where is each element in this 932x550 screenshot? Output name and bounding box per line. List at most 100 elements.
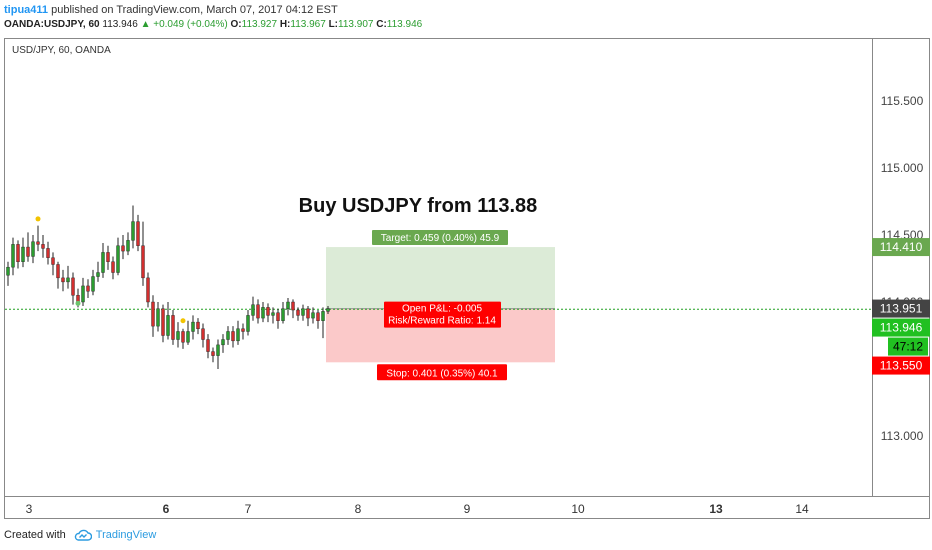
candle (186, 331, 190, 343)
price-badge (872, 356, 930, 375)
candle (96, 272, 100, 277)
candle (316, 312, 320, 321)
candle (111, 261, 115, 273)
cloud-icon (74, 529, 92, 541)
candle (121, 245, 125, 252)
candle (296, 309, 300, 316)
x-tick-label: 13 (709, 502, 723, 516)
signal-dot (35, 216, 41, 222)
high-value: 113.967 (290, 19, 326, 30)
price-change: ▲ +0.049 (+0.04%) (140, 19, 228, 30)
publish-line: tipua411 published on TradingView.com, M… (4, 4, 338, 16)
candle (106, 252, 110, 262)
candle (11, 244, 15, 268)
open-label: O: (230, 19, 242, 30)
candle (271, 312, 275, 316)
candle (286, 301, 290, 309)
candle (221, 339, 225, 346)
chart-pane[interactable] (4, 38, 872, 497)
candle (306, 308, 310, 319)
price-badge (872, 318, 930, 337)
x-tick-label: 6 (163, 502, 170, 516)
candle (311, 312, 315, 319)
y-tick-label: 115.000 (881, 161, 924, 175)
pnl-label: Open P&L: -0.005 (402, 304, 482, 315)
close-value: 113.946 (386, 19, 423, 30)
candle (216, 344, 220, 356)
candle (246, 315, 250, 332)
candle (26, 246, 30, 257)
candle (181, 331, 185, 343)
price-axis[interactable] (872, 38, 930, 497)
symbol-line: OANDA:USDJPY, 60 113.946 ▲ +0.049 (+0.04… (4, 19, 422, 30)
candle (156, 308, 160, 327)
price-badge-label: 47:12 (893, 340, 923, 354)
candle (16, 244, 20, 263)
x-tick-label: 9 (464, 502, 471, 516)
tradingview-brand: TradingView (95, 529, 157, 541)
low-value: 113.907 (338, 19, 374, 30)
candle (301, 308, 305, 316)
candle (291, 301, 295, 311)
x-tick-label: 7 (245, 502, 252, 516)
candle (36, 241, 40, 245)
chart-canvas: 115.500115.000114.500114.000113.00036789… (5, 94, 930, 516)
candle (206, 339, 210, 352)
candle (46, 248, 50, 258)
candle (81, 285, 85, 303)
candle (66, 277, 70, 283)
candle (261, 307, 265, 319)
candle (91, 276, 95, 292)
rr-label: Risk/Reward Ratio: 1.14 (388, 316, 496, 327)
stop-label: Stop: 0.401 (0.35%) 40.1 (386, 368, 498, 379)
candle (196, 321, 200, 330)
candle (321, 311, 325, 321)
candle (6, 266, 10, 276)
candle (166, 315, 170, 336)
high-label: H: (279, 19, 291, 30)
signal-dot (75, 300, 81, 306)
created-with-text: Created with (4, 529, 66, 541)
candle (176, 331, 180, 340)
candle (231, 331, 235, 342)
candle (86, 285, 90, 292)
price-badge-label: 113.951 (880, 302, 923, 316)
candle (21, 246, 25, 262)
annotation-text: Buy USDJPY from 113.88 (299, 195, 538, 217)
candle (56, 264, 60, 279)
y-tick-label: 113.000 (881, 429, 924, 443)
candle (276, 312, 280, 321)
candle (256, 304, 260, 319)
candle (281, 308, 285, 321)
x-tick-label: 3 (26, 502, 33, 516)
price-badge (888, 337, 928, 356)
candle (31, 241, 35, 257)
candle (161, 308, 165, 336)
x-tick-label: 14 (795, 502, 809, 516)
time-axis[interactable] (4, 497, 930, 519)
author-link[interactable]: tipua411 (4, 4, 49, 16)
close-label: C: (376, 19, 387, 30)
candle (61, 277, 65, 283)
candle (251, 304, 255, 316)
target-label-box (372, 230, 508, 246)
candle (41, 244, 45, 249)
x-tick-label: 10 (571, 502, 585, 516)
price-badge-label: 113.946 (880, 321, 923, 335)
candle (116, 245, 120, 273)
candle (136, 221, 140, 246)
price-badge-label: 114.410 (880, 240, 923, 254)
target-label: Target: 0.459 (0.40%) 45.9 (381, 233, 500, 244)
tradingview-logo[interactable]: TradingView (74, 529, 157, 541)
candle (241, 328, 245, 332)
price-badge-label: 113.550 (880, 359, 923, 373)
target-zone (326, 247, 555, 309)
candle (101, 252, 105, 273)
candle (131, 221, 135, 241)
candle (151, 301, 155, 327)
candle (191, 321, 195, 332)
candle (236, 328, 240, 342)
footer: Created with TradingView (4, 529, 156, 541)
candle (126, 240, 130, 252)
